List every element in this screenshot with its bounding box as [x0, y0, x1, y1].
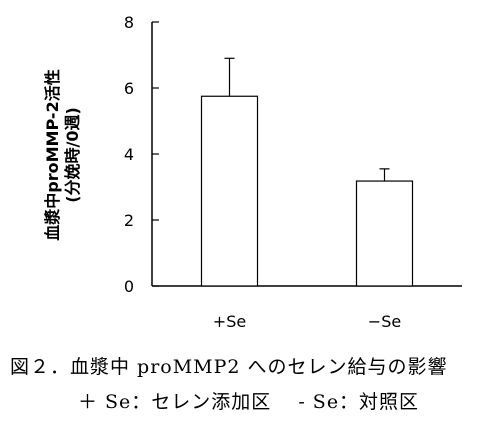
x-tick-labels: +Se −Se [213, 312, 401, 331]
y-ticks: 0 2 4 6 8 [124, 13, 159, 296]
chart: 血漿中proMMP-2活性 (分娩時/0週) 0 2 4 6 8 +Se −Se [43, 13, 462, 331]
bars [200, 57, 414, 287]
bar-1 [200, 95, 259, 287]
y-tick-label: 8 [124, 13, 134, 32]
y-tick-label: 6 [124, 79, 134, 98]
y-tick-label: 0 [124, 277, 134, 296]
figure-caption-line2: ＋ Se：セレン添加区 - Se：対照区 [78, 391, 420, 413]
figure-caption-line1: 図２．血漿中 proMMP2 へのセレン給与の影響 [10, 356, 448, 378]
y-axis-label: 血漿中proMMP-2活性 (分娩時/0週) [43, 69, 82, 240]
x-tick-label-2: −Se [368, 312, 401, 331]
y-axis-label-line1: 血漿中proMMP-2活性 [43, 69, 62, 240]
x-tick-label-1: +Se [213, 312, 246, 331]
y-axis-label-line2: (分娩時/0週) [63, 107, 82, 203]
y-tick-label: 4 [124, 145, 134, 164]
bar-2 [355, 180, 414, 287]
y-tick-label: 2 [124, 211, 134, 230]
